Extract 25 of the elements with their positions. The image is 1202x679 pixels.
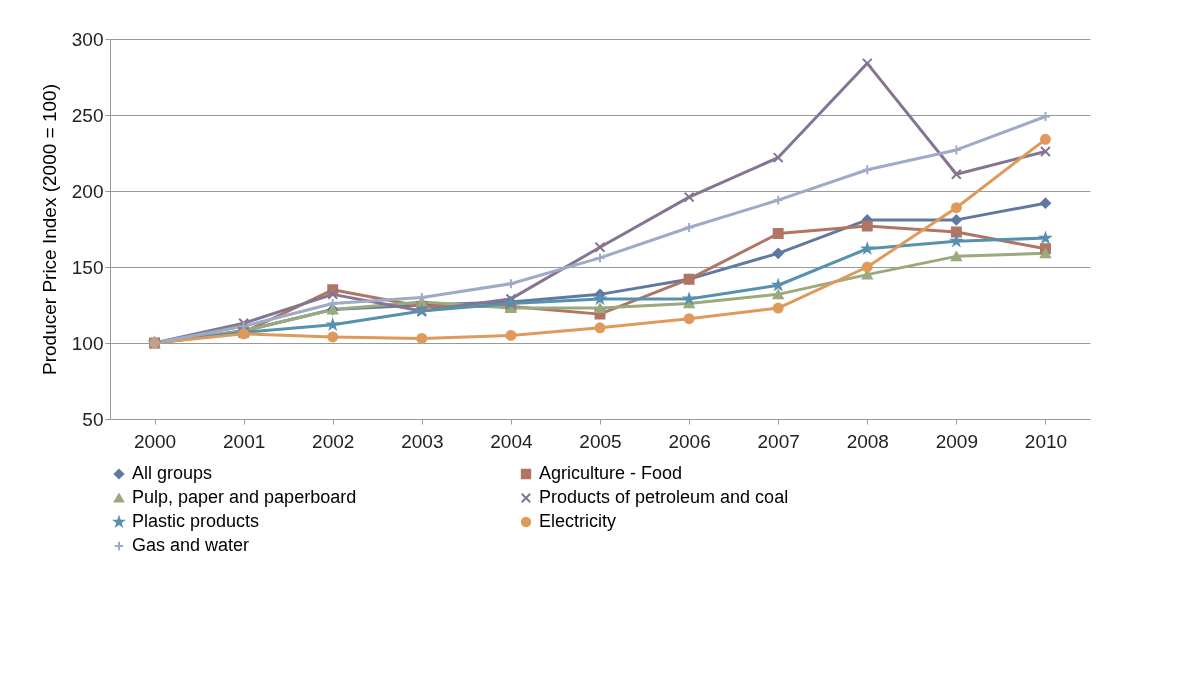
y-tick-label: 100	[71, 332, 104, 354]
x-tick-label: 2002	[312, 430, 355, 452]
x-tick-label: 2003	[401, 430, 444, 452]
x-tick-label: 2004	[490, 430, 533, 452]
legend-label: Pulp, paper and paperboard	[132, 487, 357, 507]
legend-label: All groups	[132, 463, 213, 483]
y-tick-label: 150	[71, 256, 104, 278]
y-tick-label: 200	[71, 180, 104, 202]
x-tick-label: 2009	[935, 430, 978, 452]
legend-label: Agriculture - Food	[539, 463, 683, 483]
y-tick-label: 300	[71, 28, 104, 50]
y-tick-label: 50	[82, 408, 104, 430]
y-tick-label: 250	[71, 104, 104, 126]
legend-label: Plastic products	[132, 511, 260, 531]
y-axis-title: Producer Price Index (2000 = 100)	[38, 84, 60, 375]
legend-label: Gas and water	[132, 535, 250, 555]
legend-label: Electricity	[539, 511, 617, 531]
x-tick-label: 2007	[757, 430, 800, 452]
x-tick-label: 2005	[579, 430, 622, 452]
x-tick-label: 2000	[133, 430, 177, 452]
legend-label: Products of petroleum and coal	[539, 487, 789, 507]
x-tick-label: 2001	[223, 430, 266, 452]
x-tick-label: 2008	[846, 430, 889, 452]
x-tick-label: 2010	[1024, 430, 1068, 452]
x-tick-label: 2006	[668, 430, 711, 452]
